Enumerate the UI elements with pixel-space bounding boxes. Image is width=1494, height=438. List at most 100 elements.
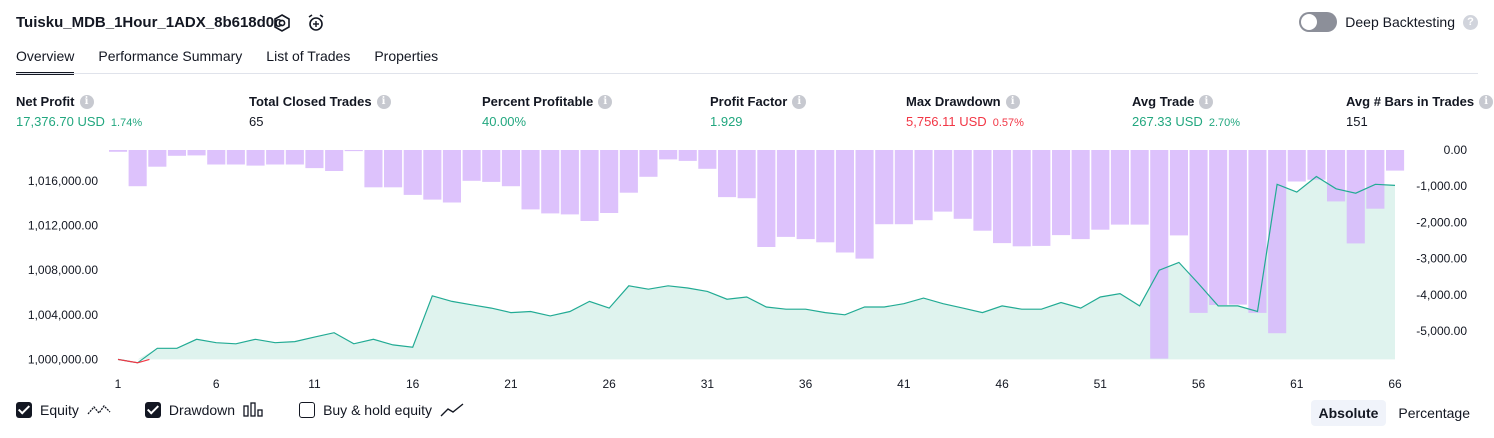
drawdown-bar-49 [1052,150,1071,236]
stat-label: Max Drawdown [906,94,1001,109]
legend-drawdown[interactable]: Drawdown [144,402,265,418]
stat-label: Avg Trade [1132,94,1195,109]
stat-label: Net Profit [16,94,75,109]
tab-list-of-trades[interactable]: List of Trades [266,48,351,64]
drawdown-bar-37 [816,150,835,243]
tab-performance-summary[interactable]: Performance Summary [98,48,243,64]
drawdown-bar-38 [835,150,854,253]
equity-drawdown-chart[interactable]: 1,000,000.00 1,004,000.00 1,008,000.00 1,01… [0,140,1494,395]
info-icon[interactable]: i [1479,94,1494,109]
info-icon[interactable]: i [792,94,807,109]
drawdown-bar-66 [1386,150,1405,171]
help-icon[interactable]: ? [1463,14,1478,30]
drawdown-bar-63 [1327,150,1346,202]
drawdown-bar-58 [1228,150,1247,305]
left-axis-label: 1,008,000.00 [28,263,98,277]
stat-value: 1.929 [710,114,743,129]
drawdown-bar-23 [541,150,560,214]
drawdown-bar-45 [973,150,992,231]
left-axis-label: 1,012,000.00 [28,219,98,233]
legend-buy-hold[interactable]: Buy & hold equity [299,402,464,418]
tab-divider [16,73,1478,74]
info-icon[interactable]: i [1005,94,1020,109]
stat-value: 5,756.11 USD [906,114,987,129]
drawdown-bar-11 [305,150,324,169]
x-axis-label: 46 [995,377,1009,391]
strategy-title: Tuisku_MDB_1Hour_1ADX_8b618d0c [16,14,283,31]
stat-value: 267.33 USD [1132,114,1203,129]
percentage-mode-button[interactable]: Percentage [1398,405,1470,421]
deep-backtesting-toggle[interactable] [1299,12,1338,32]
legend-drawdown-label: Drawdown [168,402,236,418]
drawdown-bar-30 [678,150,697,161]
drawdown-bar-32 [718,150,737,198]
x-axis-label: 51 [1094,377,1108,391]
tab-properties[interactable]: Properties [374,48,439,64]
right-axis-label: -3,000.00 [1416,252,1467,266]
drawdown-bar-56 [1189,150,1208,313]
x-axis-label: 1 [115,377,122,391]
drawdown-checkbox[interactable] [144,402,161,418]
drawdown-bar-19 [462,150,481,181]
drawdown-bar-51 [1091,150,1110,230]
info-icon[interactable]: i [598,94,613,109]
drawdown-bar-26 [600,150,619,213]
stat-total-closed-trades: Total Closed Trades i 65 [249,94,391,129]
drawdown-bar-3 [148,150,167,167]
stat-label: Total Closed Trades [249,94,372,109]
drawdown-bar-42 [914,150,933,221]
stat-percent-profitable: Percent Profitable i 40.00% [482,94,613,129]
drawdown-bar-50 [1071,150,1090,240]
equity-line [117,175,1396,364]
drawdown-bar-21 [501,150,520,187]
equity-area [118,176,1395,360]
absolute-mode-button[interactable]: Absolute [1310,400,1387,426]
drawdown-bar-61 [1287,150,1306,182]
drawdown-bar-4 [167,150,186,156]
drawdown-bar-22 [521,150,540,210]
drawdown-bar-17 [423,150,442,200]
buy-hold-line-icon [440,403,464,417]
drawdown-bar-64 [1346,150,1365,244]
drawdown-bar-20 [482,150,501,182]
x-axis-label: 21 [504,377,518,391]
drawdown-bar-46 [993,150,1012,244]
drawdown-bar-14 [364,150,383,188]
stat-avg-trade: Avg Trade i 267.33 USD 2.70% [1132,94,1240,129]
equity-line-icon [87,404,111,415]
equity-checkbox[interactable] [16,402,32,418]
info-icon[interactable]: i [1199,94,1214,109]
buy-hold-checkbox[interactable] [299,402,316,418]
drawdown-bar-60 [1268,150,1287,334]
settings-gear-icon[interactable] [272,13,292,33]
stat-profit-factor: Profit Factor i 1.929 [710,94,807,129]
tab-overview[interactable]: Overview [16,48,75,75]
drawdown-bar-31 [698,150,717,169]
info-icon[interactable]: i [376,94,391,109]
drawdown-bar-65 [1366,150,1385,209]
x-axis-label: 11 [308,377,321,391]
drawdown-bar-27 [619,150,638,193]
drawdown-bar-8 [246,150,265,166]
drawdown-bar-35 [776,150,795,237]
drawdown-bar-54 [1150,150,1169,359]
drawdown-bar-40 [875,150,894,225]
stat-net-profit: Net Profit i 17,376.70 USD 1.74% [16,94,142,129]
drawdown-bar-7 [226,150,245,165]
add-alert-clock-icon[interactable] [306,13,326,33]
drawdown-bar-43 [934,150,953,212]
stat-value: 17,376.70 USD [16,114,105,129]
legend-equity[interactable]: Equity [16,402,111,418]
right-axis-label: -2,000.00 [1416,215,1467,229]
left-axis-label: 1,000,000.00 [28,352,98,366]
drawdown-bar-5 [187,150,206,156]
info-icon[interactable]: i [79,94,94,109]
x-axis-label: 41 [897,377,911,391]
left-axis-label: 1,004,000.00 [28,308,98,322]
x-axis-label: 61 [1290,377,1304,391]
stat-percent: 0.57% [992,117,1024,129]
drawdown-bar-6 [207,150,226,165]
chart-legend: Equity Drawdown Buy & hold equity [16,402,498,418]
drawdown-bar-47 [1012,150,1031,247]
x-axis-label: 16 [406,377,420,391]
